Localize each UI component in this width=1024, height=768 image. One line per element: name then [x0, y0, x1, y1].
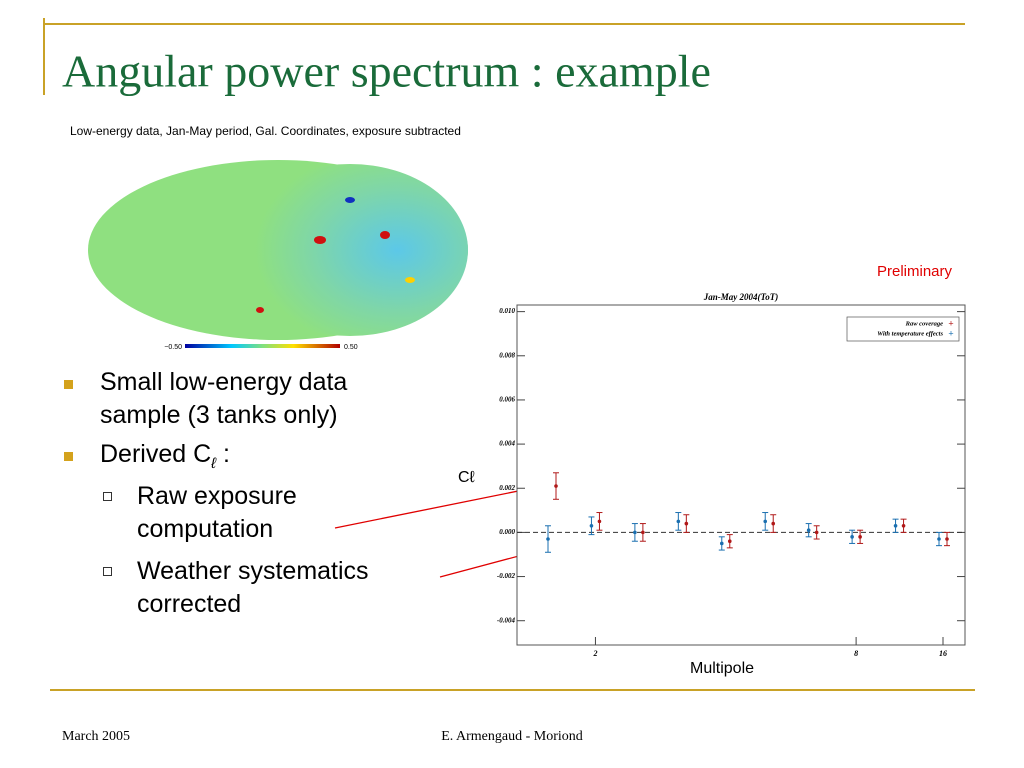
colorbar-label: −0.50 — [164, 344, 182, 351]
sub-bullet-marker — [103, 492, 112, 501]
data-point — [589, 523, 594, 528]
chart: Jan-May 2004(ToT) 0.010 0.008 0.006 0.004 0.0… — [497, 292, 966, 658]
bullet-text: Derived C — [100, 440, 212, 468]
map-spot — [380, 231, 390, 239]
y-tick-label: 0.006 — [499, 396, 515, 404]
y-tick-label: 0.000 — [499, 528, 515, 536]
sub-bullet-text: Raw exposure computation — [137, 482, 297, 543]
data-point — [850, 535, 854, 539]
x-tick-label: 16 — [939, 649, 947, 658]
data-point — [684, 521, 689, 526]
y-tick-label: -0.002 — [497, 572, 516, 580]
map-region — [232, 164, 468, 336]
x-tick-label: 8 — [854, 649, 858, 658]
legend-label: With temperature effects — [877, 330, 943, 337]
y-tick-label: 0.002 — [499, 484, 515, 492]
legend-box — [846, 316, 960, 342]
data-point — [771, 521, 776, 526]
map-spot — [345, 197, 355, 203]
data-point — [719, 541, 724, 546]
data-point — [546, 537, 550, 541]
bullet-marker — [64, 380, 73, 389]
data-point — [633, 530, 637, 535]
map-spot — [256, 307, 264, 313]
data-point — [893, 523, 898, 528]
data-point — [554, 484, 558, 488]
subtitle: Low-energy data, Jan-May period, Gal. Co… — [70, 124, 461, 138]
data-point — [901, 523, 906, 528]
data-point — [597, 519, 602, 524]
y-tick-label: -0.004 — [497, 616, 516, 624]
data-point — [937, 537, 941, 541]
data-point — [763, 519, 768, 524]
data-point — [945, 537, 949, 541]
x-axis-label: Multipole — [690, 660, 754, 677]
bullet-suffix: : — [216, 440, 230, 468]
data-point — [727, 539, 732, 544]
legend-label: Raw coverage — [905, 320, 943, 327]
preliminary-label: Preliminary — [877, 263, 953, 280]
x-tick-label: 2 — [592, 649, 597, 658]
y-tick-label: 0.008 — [499, 351, 515, 359]
map-spot — [405, 277, 415, 283]
legend-marker: + — [948, 328, 953, 338]
colorbar — [185, 344, 340, 348]
bullet-marker — [64, 452, 73, 461]
footer-center: E. Armengaud - Moriond — [441, 729, 583, 744]
sub-bullet-text: Weather systematics corrected — [137, 557, 369, 618]
sub-bullet-marker — [103, 567, 112, 576]
footer-left: March 2005 — [62, 729, 130, 744]
slide-title: Angular power spectrum : example — [62, 46, 711, 97]
colorbar-label: 0.50 — [344, 344, 358, 351]
data-point — [858, 535, 862, 539]
subscript: ℓ — [211, 455, 217, 472]
bullet-text: Small low-energy data sample (3 tanks on… — [100, 368, 348, 429]
legend-marker: + — [948, 318, 953, 328]
data-point — [814, 530, 819, 535]
plot-frame — [516, 304, 966, 646]
sky-map: −0.50 0.50 — [88, 160, 468, 351]
chart-title: Jan-May 2004(ToT) — [703, 292, 778, 302]
data-point — [641, 530, 645, 535]
y-tick-label: 0.004 — [499, 440, 515, 448]
bullet-line: Derived Cℓ : — [100, 438, 230, 480]
data-point — [676, 519, 681, 524]
map-spot — [314, 236, 326, 244]
y-tick-label: 0.010 — [499, 307, 515, 315]
y-axis-label: Cℓ — [458, 469, 475, 486]
data-point — [806, 528, 811, 532]
